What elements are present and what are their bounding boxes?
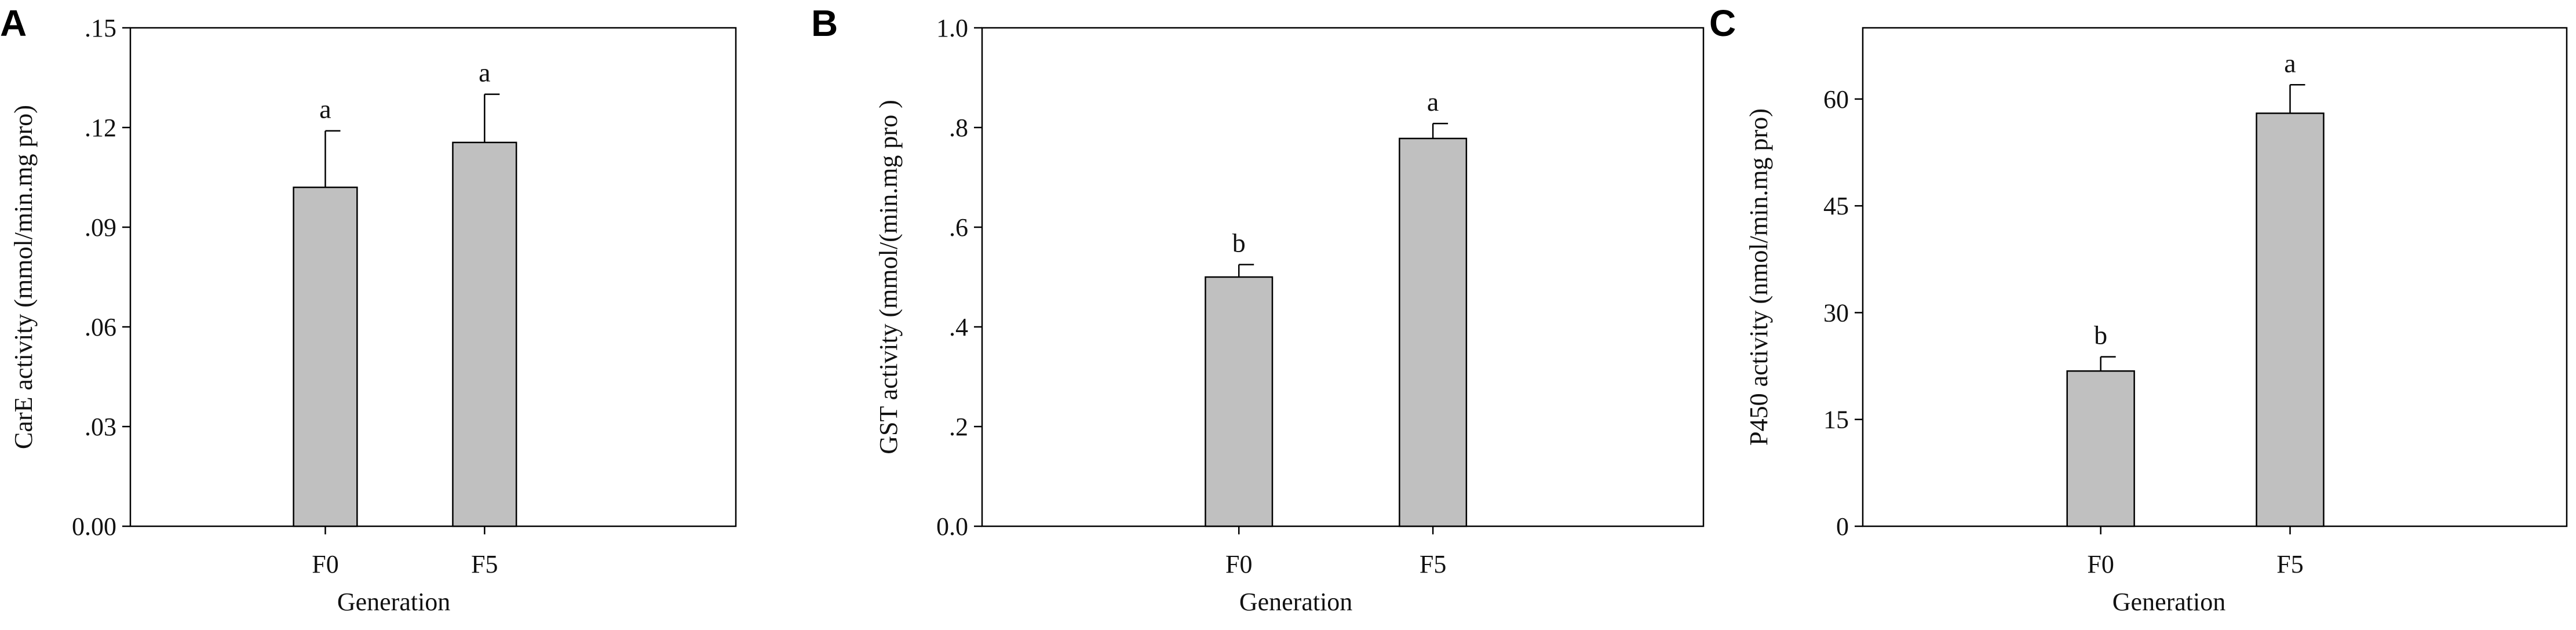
y-tick-label: .15 <box>85 14 116 42</box>
category-label: F5 <box>1420 550 1446 578</box>
panel-c: C 0 15 30 45 60 b F0 a F5 Generation P450 activity … <box>1709 2 2568 616</box>
significance-label: b <box>1232 228 1246 258</box>
panel-letter: B <box>811 2 838 44</box>
y-axis-title: CarE activity (mmol/min.mg pro) <box>9 105 38 449</box>
significance-label: a <box>319 94 331 124</box>
category-label: F5 <box>2276 550 2303 578</box>
plot-frame <box>1862 27 2568 527</box>
bar-f5 <box>1399 137 1468 527</box>
y-axis-title: P450 activity (nmol/min.mg pro) <box>1745 108 1773 446</box>
category-label: F0 <box>2087 550 2114 578</box>
x-axis-title: Generation <box>1239 588 1352 616</box>
panel-letter: A <box>0 2 27 44</box>
x-axis-title: Generation <box>2112 588 2225 616</box>
x-axis-title: Generation <box>337 588 450 616</box>
y-tick-label: 0.00 <box>72 512 116 541</box>
y-tick-label: 0.0 <box>936 512 968 541</box>
bar-f0 <box>2066 370 2135 527</box>
significance-label: a <box>479 58 490 88</box>
category-label: F5 <box>471 550 498 578</box>
y-tick-label: 15 <box>1823 406 1849 434</box>
y-tick-label: .03 <box>85 413 116 441</box>
bar-f5 <box>2256 112 2325 527</box>
plot-frame <box>981 27 1705 527</box>
panel-letter: C <box>1709 2 1736 44</box>
significance-label: b <box>2094 321 2107 350</box>
y-tick-label: .4 <box>949 313 968 341</box>
y-tick-label: .6 <box>949 213 968 242</box>
bar-f0 <box>293 186 358 527</box>
y-tick-label: .09 <box>85 213 116 242</box>
plot-frame <box>129 27 737 527</box>
y-tick-label: .06 <box>85 313 116 341</box>
bar-f0 <box>1205 276 1274 527</box>
y-axis-title: GST activity (mmol/(min.mg pro ) <box>874 100 903 454</box>
y-tick-label: 30 <box>1823 298 1849 327</box>
y-tick-label: .12 <box>85 114 116 142</box>
panel-b: B 0.0 .2 .4 .6 .8 1.0 b F0 a F5 Generation GST activ… <box>811 2 1705 616</box>
category-label: F0 <box>1225 550 1252 578</box>
y-tick-label: .8 <box>949 114 968 142</box>
significance-label: a <box>1427 87 1439 116</box>
category-label: F0 <box>312 550 338 578</box>
significance-label: a <box>2284 48 2296 78</box>
y-tick-label: 0 <box>1836 512 1849 541</box>
bar-f5 <box>452 141 517 527</box>
panel-a: A 0.00 .03 .06 .09 .12 .15 a F0 a F5 Generation CarE… <box>0 2 737 616</box>
y-tick-label: 45 <box>1823 192 1849 220</box>
y-tick-label: 60 <box>1823 85 1849 114</box>
y-tick-label: 1.0 <box>936 14 968 42</box>
y-tick-label: .2 <box>949 413 968 441</box>
